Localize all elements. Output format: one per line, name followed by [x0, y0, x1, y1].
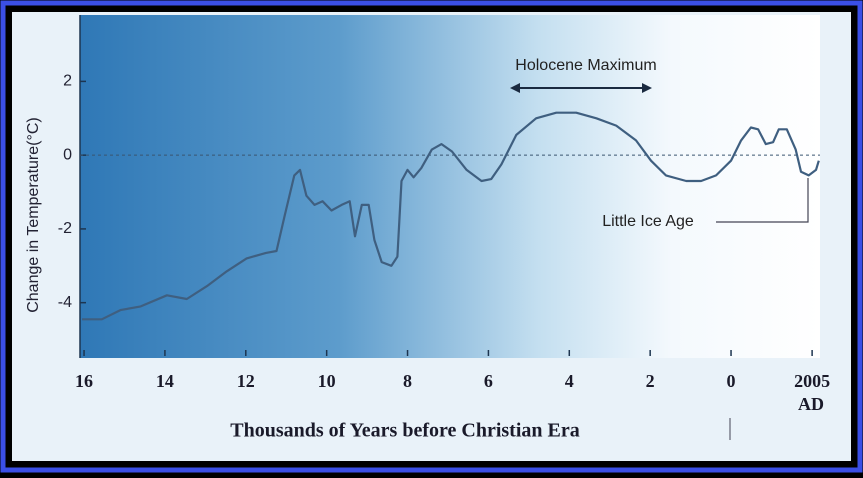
- x-tick-label: 10: [318, 371, 336, 391]
- annotation: AD: [798, 394, 824, 414]
- y-tick-label: -4: [58, 294, 72, 311]
- x-tick-label: 12: [237, 371, 255, 391]
- x-tick-label: 6: [484, 371, 493, 391]
- x-tick-label: 14: [156, 371, 174, 391]
- x-tick-label: 16: [75, 371, 93, 391]
- x-tick-label: 8: [403, 371, 412, 391]
- x-axis-label: Thousands of Years before Christian Era: [230, 420, 579, 442]
- annotation: Holocene Maximum: [515, 57, 656, 74]
- data-line: [82, 111, 820, 321]
- y-tick-label: 2: [63, 73, 72, 90]
- annotation-pointer: [716, 178, 809, 223]
- x-tick-label: 2: [646, 371, 655, 391]
- x-tick-label: 4: [565, 371, 574, 391]
- y-tick-label: 0: [63, 146, 72, 163]
- y-tick-label: -2: [58, 220, 72, 237]
- plot-area: [80, 15, 820, 358]
- x-tick-label: 2005: [794, 371, 830, 391]
- annotation: Little Ice Age: [602, 213, 694, 230]
- x-tick-label: 0: [727, 371, 736, 391]
- y-axis-label: Change in Temperature(°C): [25, 117, 42, 313]
